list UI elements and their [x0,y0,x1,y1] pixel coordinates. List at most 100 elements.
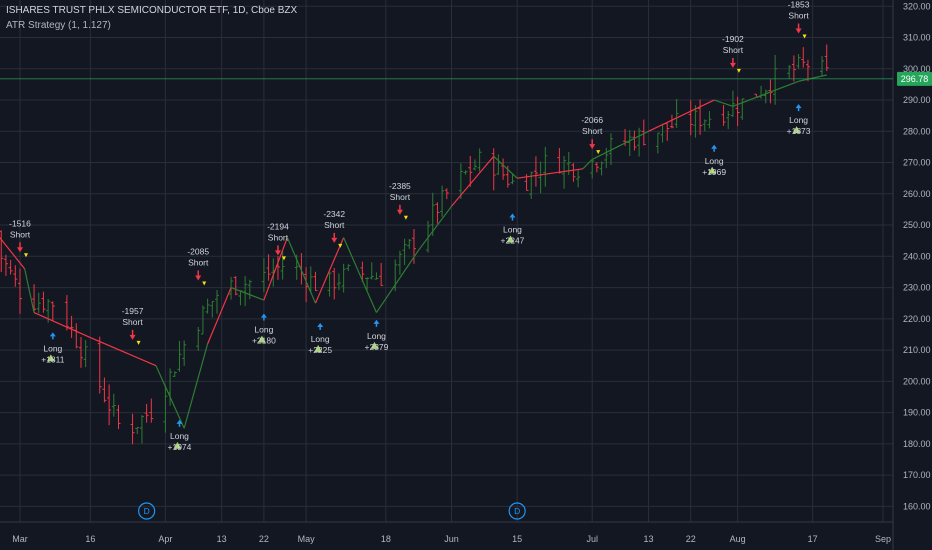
candle [702,119,707,132]
candle [3,254,8,276]
short-value: -2342 [323,209,345,219]
candle [669,114,674,129]
candle [41,291,46,313]
short-arrow-head [396,209,403,215]
candle [604,147,609,169]
short-value: -2085 [187,246,209,256]
atr-stop-line [0,74,827,429]
candle [116,404,121,430]
long-value: +1974 [168,442,192,452]
x-tick-label: 15 [512,534,522,544]
short-value: -1957 [122,306,144,316]
candle [13,265,18,287]
short-arrow-head [795,28,802,34]
short-label: Short [10,229,31,239]
long-trade: Long+1811 [41,332,65,364]
candle [726,110,731,130]
short-value: -1853 [788,0,810,10]
short-label: Short [723,45,744,55]
short-value: -2066 [581,115,603,125]
long-value: +2247 [501,236,525,246]
candle [238,290,243,306]
candle [571,163,576,182]
long-triangle [46,354,55,362]
long-trade: Long+2180 [252,313,276,346]
candle [538,161,543,194]
candle [576,169,581,188]
stop-segment [0,237,26,270]
candle [374,272,379,280]
candle [243,275,248,307]
candle [763,89,768,104]
long-label: Long [789,115,808,125]
long-trade: Long+1873 [787,104,811,136]
y-tick-label: 260.00 [903,189,931,199]
stop-segment [183,343,209,429]
short-label: Short [324,220,345,230]
x-tick-label: 13 [643,534,653,544]
x-tick-label: 22 [259,534,269,544]
candle [360,261,365,283]
long-label: Long [43,343,62,353]
candle [247,279,252,300]
candle [18,268,22,314]
candle [74,323,79,349]
candle [32,284,37,313]
candle [182,340,187,367]
candle [50,301,55,321]
candle [444,188,449,200]
candle [64,295,69,331]
candle [196,326,201,351]
candle [805,59,810,82]
x-tick-label: 17 [808,534,818,544]
stop-segment [33,312,91,339]
candle [379,263,384,286]
y-tick-label: 220.00 [903,314,931,324]
short-label: Short [122,317,143,327]
price-badge-label: 296.78 [901,74,929,84]
candle [641,119,646,146]
candle [773,54,778,105]
candle [820,56,825,77]
last-price: 296.78 [0,71,932,86]
long-arrow-head [795,104,802,109]
short-triangle [403,215,408,220]
stop-segment [343,237,378,313]
y-tick-label: 170.00 [903,470,931,480]
candle [332,267,337,300]
short-arrow-head [274,250,281,256]
candle [172,371,177,377]
short-triangle [281,256,286,261]
candle [632,130,637,151]
candle [200,305,205,335]
candle [468,155,473,187]
short-value: -1902 [722,34,744,44]
long-label: Long [503,225,522,235]
stop-segment [155,365,185,429]
y-tick-label: 270.00 [903,158,931,168]
candle [430,192,435,236]
candle [590,159,595,179]
candle [458,163,463,199]
candle [730,90,735,118]
candle [144,403,149,423]
candle [599,161,604,176]
candle [801,47,806,68]
candle [346,264,351,272]
short-label: Short [788,11,809,21]
chart-grid [0,0,893,522]
strategy-label[interactable]: ATR Strategy (1, 1.127) [6,20,111,31]
stop-segment [798,74,827,82]
candle [608,133,613,165]
event-circle [508,502,526,520]
short-arrow-head [331,237,338,243]
stop-segment [418,205,452,251]
